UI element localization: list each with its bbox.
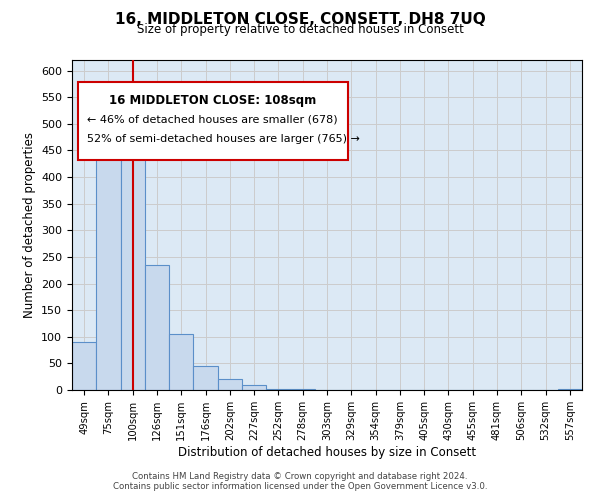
Bar (121, 124, 145, 390)
Y-axis label: Number of detached properties: Number of detached properties (23, 132, 35, 318)
Bar (145, 265, 169, 390)
Bar (218, 380, 242, 390)
Text: Contains HM Land Registry data © Crown copyright and database right 2024.: Contains HM Land Registry data © Crown c… (132, 472, 468, 481)
Bar (169, 334, 193, 390)
Bar (193, 366, 218, 390)
Text: 16, MIDDLETON CLOSE, CONSETT, DH8 7UQ: 16, MIDDLETON CLOSE, CONSETT, DH8 7UQ (115, 12, 485, 28)
X-axis label: Distribution of detached houses by size in Consett: Distribution of detached houses by size … (178, 446, 476, 458)
Text: ← 46% of detached houses are smaller (678): ← 46% of detached houses are smaller (67… (87, 115, 338, 125)
Bar (96, 148, 121, 390)
Text: 52% of semi-detached houses are larger (765) →: 52% of semi-detached houses are larger (… (87, 134, 360, 144)
Text: Contains public sector information licensed under the Open Government Licence v3: Contains public sector information licen… (113, 482, 487, 491)
Text: 16 MIDDLETON CLOSE: 108sqm: 16 MIDDLETON CLOSE: 108sqm (109, 94, 317, 107)
Bar (242, 384, 266, 390)
Text: Size of property relative to detached houses in Consett: Size of property relative to detached ho… (137, 22, 463, 36)
Bar (266, 389, 290, 390)
Bar (72, 342, 96, 390)
